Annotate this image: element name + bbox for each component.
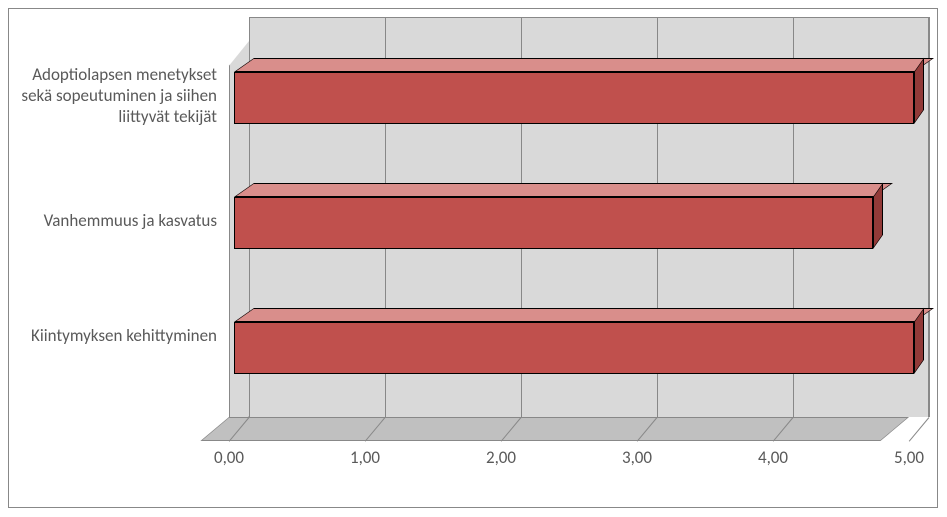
bar-front xyxy=(234,197,873,249)
bar-top xyxy=(234,183,893,197)
bar xyxy=(234,72,914,124)
category-label: Kiintymyksen kehittyminen xyxy=(17,325,217,346)
bar-front xyxy=(234,322,914,374)
category-label: Adoptiolapsen menetykset sekä sopeutumin… xyxy=(17,64,217,128)
floor xyxy=(200,417,909,441)
x-tick-label: 5,00 xyxy=(879,447,939,468)
bar-top xyxy=(234,58,934,72)
x-tick-label: 2,00 xyxy=(471,447,531,468)
gridline-connector xyxy=(909,417,930,442)
bar-top xyxy=(234,308,934,322)
bar-front xyxy=(234,72,914,124)
x-tick-label: 3,00 xyxy=(607,447,667,468)
x-tick-label: 1,00 xyxy=(335,447,395,468)
chart-frame: 0,00 1,00 2,00 3,00 4,00 5,00 Adoptiolapsen me… xyxy=(8,8,938,508)
x-tick-label: 4,00 xyxy=(743,447,803,468)
plot-area xyxy=(229,41,909,441)
category-label: Vanhemmuus ja kasvatus xyxy=(17,210,217,231)
x-tick-label: 0,00 xyxy=(199,447,259,468)
gridline xyxy=(929,17,930,417)
bar xyxy=(234,197,873,249)
bar xyxy=(234,322,914,374)
